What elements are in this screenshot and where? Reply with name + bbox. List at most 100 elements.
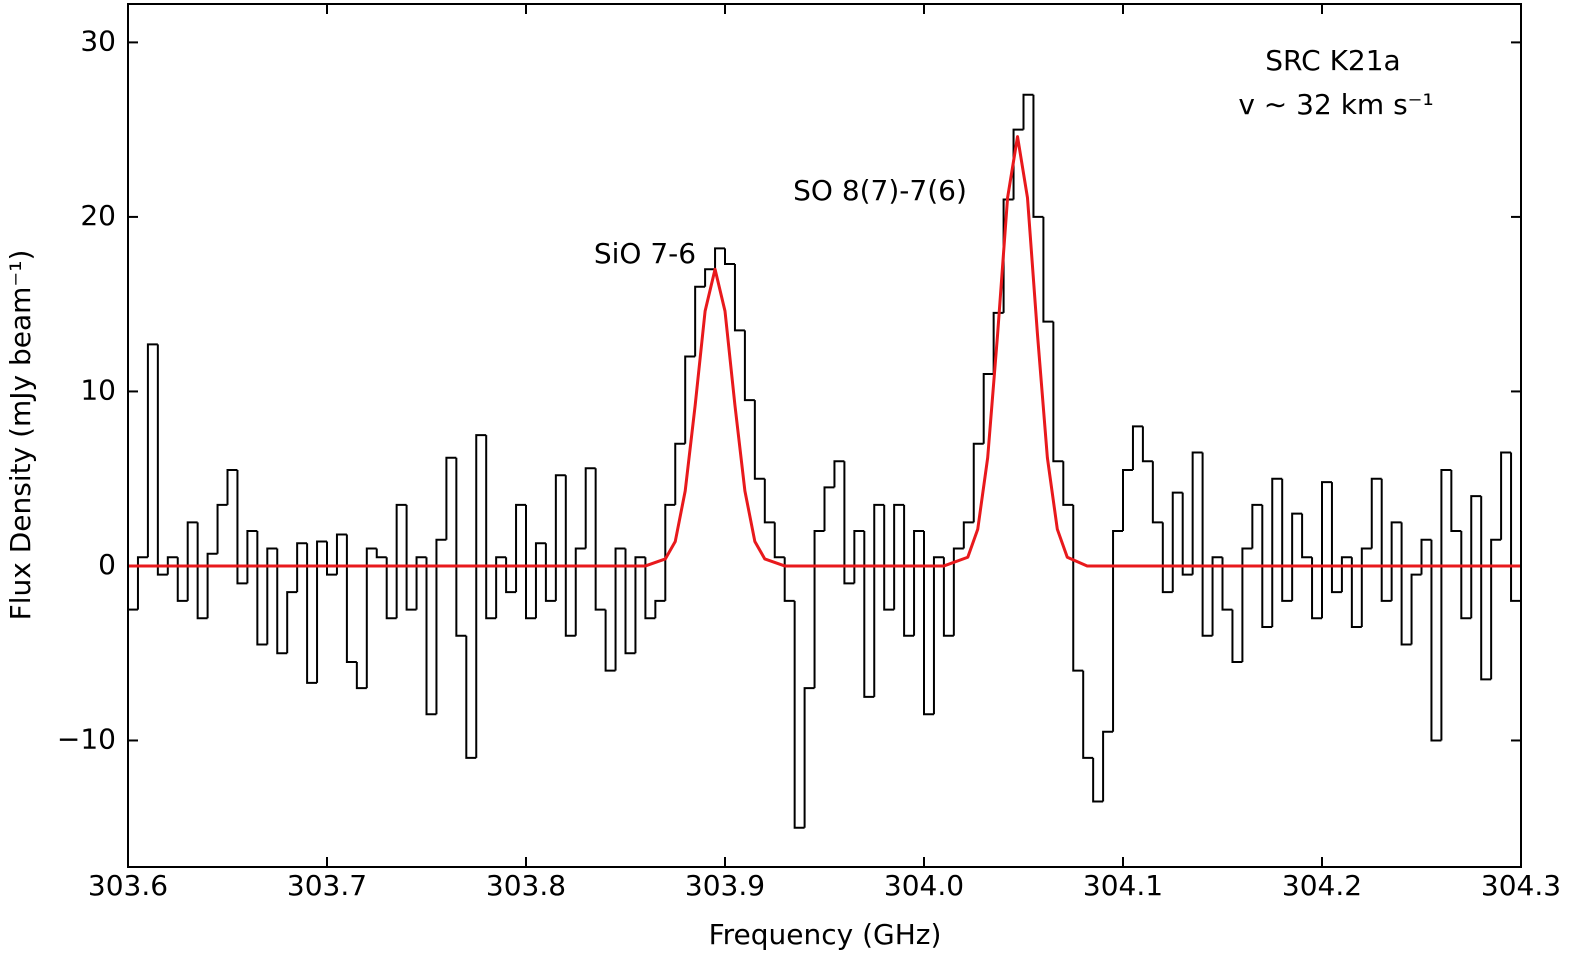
annotation: SiO 7-6 [594,237,696,270]
spectrum-channel [1241,547,1253,662]
spectrum-channel [1400,522,1412,646]
spectrum-channel [1460,531,1472,620]
spectrum-channel [1082,670,1094,759]
annotation: v ∼ 32 km s⁻¹ [1238,88,1433,121]
spectrum-channel [525,504,536,620]
spectrum-channel [146,343,158,558]
x-tick-label: 303.8 [486,869,566,902]
spectrum-channel [694,285,706,357]
spectrum-channel [1102,730,1114,802]
spectrum-channel [435,538,447,715]
spectrum-channel [1171,491,1183,593]
spectrum-channel [1122,468,1133,532]
spectrum-channel [1410,573,1422,645]
spectrum-channel [1161,522,1173,594]
spectrum-channel [704,268,716,287]
spectrum-channel [1480,496,1492,681]
spectrum-channel [1151,461,1163,524]
spectrum-channel [345,534,357,663]
spectrum-channel [654,599,666,619]
spectrum-channel [1072,504,1084,672]
spectrum-channel [485,435,497,620]
spectrum-channel [833,460,845,488]
spectrum-channel [296,542,308,593]
spectrum-channel [226,468,238,505]
spectrum-channel [883,504,895,611]
spectrum-channel [684,355,696,444]
spectrum-channel [266,547,278,645]
spectrum-channel [823,486,835,532]
spectrum-channel [505,557,517,594]
spectrum-channel [773,522,785,559]
spectrum-channel [952,547,964,636]
spectrum-channel [1032,94,1044,218]
spectrum-channel [1271,477,1283,628]
y-axis-label: Flux Density (mJy beam⁻¹) [4,250,37,621]
spectrum-channel [1490,538,1502,680]
spectrum-channel [176,557,188,602]
spectrum-channel [604,609,616,672]
spectrum-channel [803,687,815,828]
spectrum-channel [326,541,337,576]
spectrum-channel [405,504,417,611]
spectrum-channel [714,247,725,270]
spectrum-channel [853,530,865,584]
spectrum-channel [246,530,258,584]
spectrum-channel [753,400,765,480]
spectrum-channel [1440,468,1452,741]
spectrum-channel [375,548,387,559]
spectrum-channel [1360,547,1372,628]
spectrum-channel [1131,425,1143,470]
fit-line [128,135,1521,568]
spectrum-channel [1022,93,1034,130]
spectrum-channel [1430,539,1442,742]
spectrum-channel [793,600,805,829]
spectrum-channel [1221,557,1233,611]
spectrum-channel [1390,521,1402,601]
spectrum-channel [843,461,855,585]
spectrum-channel [1042,216,1054,323]
spectrum-channel [385,557,397,620]
spectrum-channel [256,531,268,646]
spectrum-channel [445,456,457,540]
spectrum-channel [206,552,218,619]
spectrum-channel [276,548,288,655]
plot-frame [127,3,1522,868]
spectrum-channel [942,557,954,637]
spectrum-channel [515,503,526,593]
spectrum-channel [624,548,636,655]
spectrum-channel [743,330,755,402]
spectrum-channel [1350,557,1362,629]
x-tick-label: 304.2 [1282,869,1362,902]
spectrum-channel [1380,478,1392,602]
spectrum-channel [196,522,208,620]
spectrum-channel [534,542,546,619]
x-tick-label: 303.6 [88,869,168,902]
spectrum-channel [733,264,745,332]
spectrum-channel [415,556,427,610]
spectrum-channel [972,442,984,523]
spectrum-channel [1291,512,1303,601]
spectrum-channel [813,530,825,689]
spectrum-channel [594,468,606,611]
spectrum-channel [355,661,367,690]
spectrum-channel [1261,504,1273,629]
y-tick-label: 10 [80,373,116,406]
spectrum-channel [465,635,477,759]
spectrum-channel [425,557,437,716]
spectrum-channel [1112,530,1123,732]
spectrum-channel [365,547,377,689]
spectrum-channel [1211,556,1223,636]
spectrum-channel [724,248,735,266]
spectrum-channel [932,556,944,715]
annotation: SO 8(7)-7(6) [793,174,967,207]
spectrum-channel [236,469,248,585]
spectrum-channel [455,457,467,637]
spectrum-channel [1201,452,1213,637]
spectrum-channel [1012,128,1024,200]
spectrum-channel [1062,461,1074,506]
spectrum-channel [1510,452,1521,602]
spectrum-channel [674,442,686,505]
spectrum-channel [903,504,915,637]
